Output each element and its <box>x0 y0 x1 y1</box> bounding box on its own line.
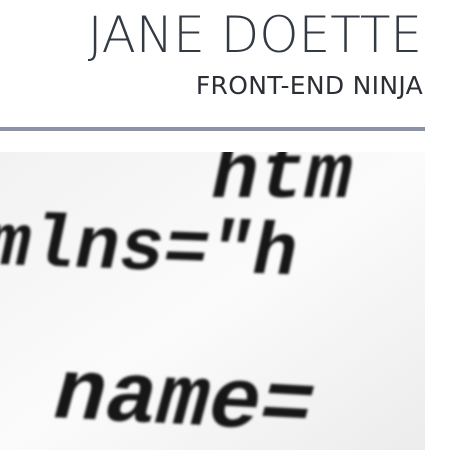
tagline: FRONT-END NINJA <box>195 71 423 100</box>
code-text: htm <box>202 152 361 221</box>
image-background <box>0 152 425 450</box>
code-text: mlns="h <box>0 203 306 297</box>
code-text: a name= <box>0 342 325 450</box>
divider <box>0 127 425 131</box>
hero-image: htm mlns="h a name= <box>0 152 425 450</box>
name: JANE DOETTE <box>87 6 422 64</box>
